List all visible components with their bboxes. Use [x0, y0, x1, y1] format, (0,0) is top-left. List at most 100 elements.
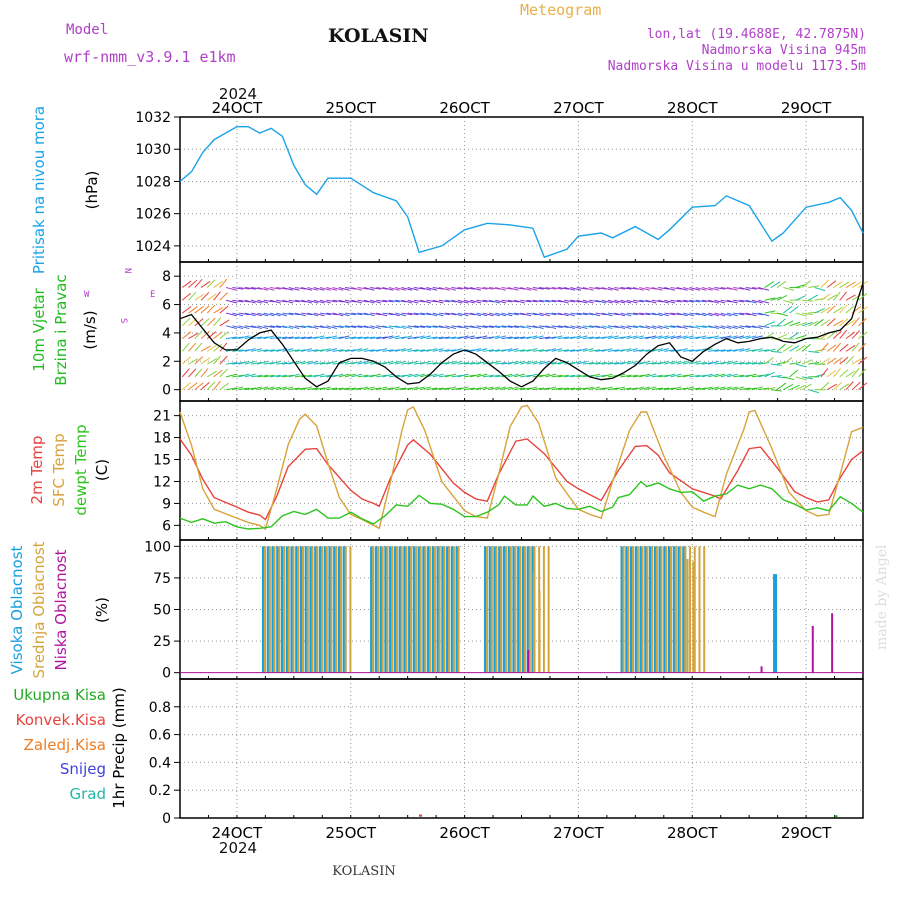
- wind-arrow: [445, 373, 457, 378]
- wind-arrow: [626, 374, 638, 378]
- wind-arrow: [357, 374, 369, 378]
- cloud-bar: [684, 546, 687, 673]
- wind-arrow: [639, 299, 651, 303]
- wind-arrow: [269, 374, 281, 378]
- wind-arrow: [632, 386, 644, 391]
- wind-arrow: [520, 387, 532, 391]
- pressure-line: [179, 126, 864, 259]
- wind-arrow: [269, 325, 281, 328]
- cloud-bar: [339, 546, 342, 673]
- wind-arrow: [513, 299, 525, 304]
- wind-arrow: [363, 312, 375, 317]
- wind-arrow: [401, 335, 413, 340]
- cloud-bar: [519, 546, 522, 673]
- wind-arrow: [789, 369, 799, 378]
- wind-arrow: [407, 349, 419, 352]
- wind-arrow: [488, 287, 501, 290]
- wind-arrow: [194, 382, 204, 391]
- wind-arrow: [695, 361, 707, 365]
- precip-legend-4: Grad: [69, 785, 106, 803]
- wind-arrow: [445, 336, 457, 340]
- wind-arrow: [683, 386, 694, 391]
- wind-arrow: [770, 350, 782, 353]
- wind-arrow: [595, 336, 607, 340]
- wind-arrow: [181, 331, 192, 339]
- wind-arrow: [601, 325, 613, 330]
- wind-arrow: [194, 356, 204, 365]
- wind-arrow: [614, 287, 626, 290]
- xtick-label-bottom: 29OCT: [781, 824, 832, 842]
- wind-arrow: [501, 361, 513, 365]
- wind-arrow: [301, 312, 313, 316]
- wind-arrow: [351, 373, 363, 378]
- cloud-bar: [632, 546, 635, 673]
- cloud-bar: [443, 546, 446, 673]
- wind-arrow: [839, 281, 850, 288]
- wind-arrow: [338, 299, 350, 304]
- cloud-bar: [523, 546, 526, 673]
- wind-arrow: [181, 292, 192, 301]
- wind-arrow: [626, 387, 638, 391]
- wind-arrow: [369, 325, 381, 330]
- wind-arrow: [658, 387, 670, 391]
- wind-arrow: [188, 368, 197, 378]
- cloud-bar: [527, 649, 530, 673]
- wind-arrow: [413, 361, 425, 365]
- wind-arrow: [326, 348, 338, 352]
- wind-arrow: [451, 287, 463, 290]
- wind-arrow: [532, 374, 544, 378]
- wind-arrow: [545, 312, 557, 316]
- pressure-title-0: Pritisak na nivou mora: [30, 106, 48, 274]
- wind-arrow: [369, 373, 381, 378]
- wind-arrow: [181, 280, 192, 288]
- wind-arrow: [695, 374, 707, 378]
- wind-arrow: [376, 386, 388, 391]
- wind-arrow: [620, 387, 632, 391]
- wind-arrow: [344, 349, 357, 352]
- wind-arrow: [507, 373, 519, 378]
- wind-arrow: [614, 299, 626, 304]
- cloud-bar: [381, 546, 384, 673]
- wind-arrow: [551, 361, 563, 365]
- wind-arrow: [751, 361, 763, 365]
- xtick-label-bottom: 24OCT: [212, 824, 263, 842]
- wind-arrow: [495, 325, 507, 328]
- wind-arrow: [257, 360, 269, 365]
- wind-arrow: [438, 312, 450, 316]
- wind-arrow: [845, 355, 854, 365]
- clouds-ytick-label: 0: [162, 666, 171, 682]
- wind-arrow: [432, 336, 444, 340]
- wind-arrow: [689, 325, 701, 330]
- wind-arrow: [814, 338, 826, 340]
- wind-arrow: [689, 287, 701, 291]
- wind-arrow: [557, 387, 569, 391]
- wind-arrow: [401, 348, 413, 352]
- wind-arrow: [263, 325, 275, 328]
- cloud-bar: [641, 546, 644, 673]
- wind-arrow: [200, 345, 211, 352]
- wind-arrow: [758, 387, 770, 391]
- wind-arrow: [708, 386, 719, 391]
- wind-arrow: [564, 387, 576, 391]
- wind-arrow: [219, 331, 229, 339]
- wind-arrow: [257, 325, 269, 330]
- wind-arrow: [526, 360, 538, 365]
- wind-arrow: [501, 336, 513, 340]
- wind-arrow: [207, 331, 217, 339]
- wind-arrow: [426, 299, 438, 303]
- wind-arrow: [658, 374, 670, 378]
- wind-arrow: [507, 386, 519, 391]
- wind-arrow: [445, 312, 457, 316]
- wind-arrow: [845, 319, 856, 327]
- wind-arrow: [269, 312, 281, 317]
- wind-arrow: [683, 312, 694, 317]
- wind-arrow: [213, 343, 223, 352]
- wind-arrow: [194, 305, 204, 314]
- wind-arrow: [326, 335, 338, 340]
- wind-arrow: [501, 348, 513, 352]
- wind-arrow: [808, 389, 820, 394]
- wind-arrow: [263, 374, 275, 378]
- wind-arrow: [708, 335, 719, 340]
- wind-arrow: [614, 312, 626, 317]
- wind-arrow: [607, 387, 619, 391]
